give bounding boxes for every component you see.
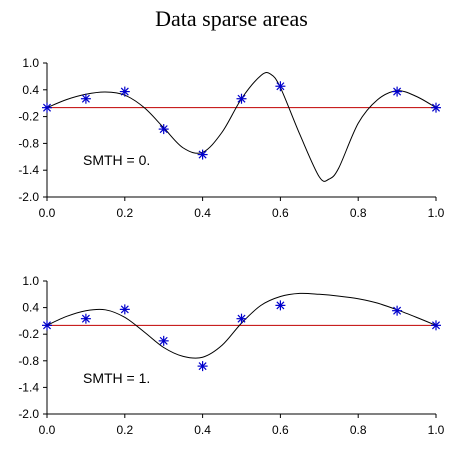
data-point [80,313,91,324]
x-tick-label: 1.0 [428,423,445,437]
y-tick-label: -2.0 [18,190,39,204]
x-tick-label: 0.8 [350,206,367,220]
x-tick-label: 0.2 [116,206,133,220]
x-tick-label: 0.4 [194,206,211,220]
asterisk-stroke [81,94,90,103]
data-point [158,335,169,346]
y-tick-label: -0.2 [18,327,39,341]
smoothing-annotation: SMTH = 0. [83,152,150,168]
y-tick-label: -1.4 [18,163,39,177]
data-point [275,81,286,92]
asterisk-stroke [276,301,285,310]
x-tick-label: 0.0 [39,423,56,437]
data-point [431,320,441,331]
asterisk-stroke [431,321,441,330]
y-tick-label: -0.2 [18,110,39,124]
data-point [236,93,247,104]
data-point [158,124,169,135]
smoothed-curve [46,72,437,182]
chart-panel-2: 1.0 0.4 -0.2 -0.8 -1.4 -2.00.0 0.2 0.4 0.6 0.8 1.0… [18,274,444,437]
asterisk-stroke [159,125,168,134]
asterisk-stroke [431,103,441,112]
asterisk-stroke [120,305,129,314]
x-tick-label: 0.2 [116,423,133,437]
x-tick-label: 1.0 [428,206,445,220]
asterisk-stroke [81,314,90,323]
data-point [431,102,441,113]
data-point [42,102,52,113]
asterisk-stroke [159,336,168,345]
data-point [392,86,403,97]
y-tick-label: -0.8 [18,136,39,150]
x-tick-label: 0.6 [272,423,289,437]
chart-panel-1: 1.0 0.4 -0.2 -0.8 -1.4 -2.00.0 0.2 0.4 0.6 0.8 1.0… [18,56,444,220]
y-tick-label: 1.0 [22,274,39,288]
y-tick-label: 1.0 [22,56,39,70]
y-tick-label: -2.0 [18,407,39,421]
data-point [392,305,403,316]
data-point [119,86,130,97]
y-tick-label: 0.4 [22,83,39,97]
asterisk-stroke [42,321,52,330]
asterisk-stroke [276,82,285,91]
asterisk-stroke [393,87,402,96]
asterisk-stroke [393,306,402,315]
x-tick-label: 0.4 [194,423,211,437]
data-point [236,313,247,324]
asterisk-stroke [198,362,207,371]
chart-title: Data sparse areas [155,6,308,31]
data-point [197,149,208,160]
asterisk-stroke [237,314,246,323]
asterisk-stroke [120,87,129,96]
asterisk-stroke [237,94,246,103]
x-tick-label: 0.0 [39,206,56,220]
x-tick-label: 0.8 [350,423,367,437]
y-tick-label: 0.4 [22,301,39,315]
y-tick-label: -0.8 [18,354,39,368]
smoothing-annotation: SMTH = 1. [83,370,150,386]
data-point [119,304,130,315]
x-tick-label: 0.6 [272,206,289,220]
data-point [275,300,286,311]
asterisk-stroke [42,103,52,112]
y-tick-label: -1.4 [18,380,39,394]
data-point [197,361,208,372]
data-point [80,93,91,104]
data-point [42,320,52,331]
asterisk-stroke [198,150,207,159]
